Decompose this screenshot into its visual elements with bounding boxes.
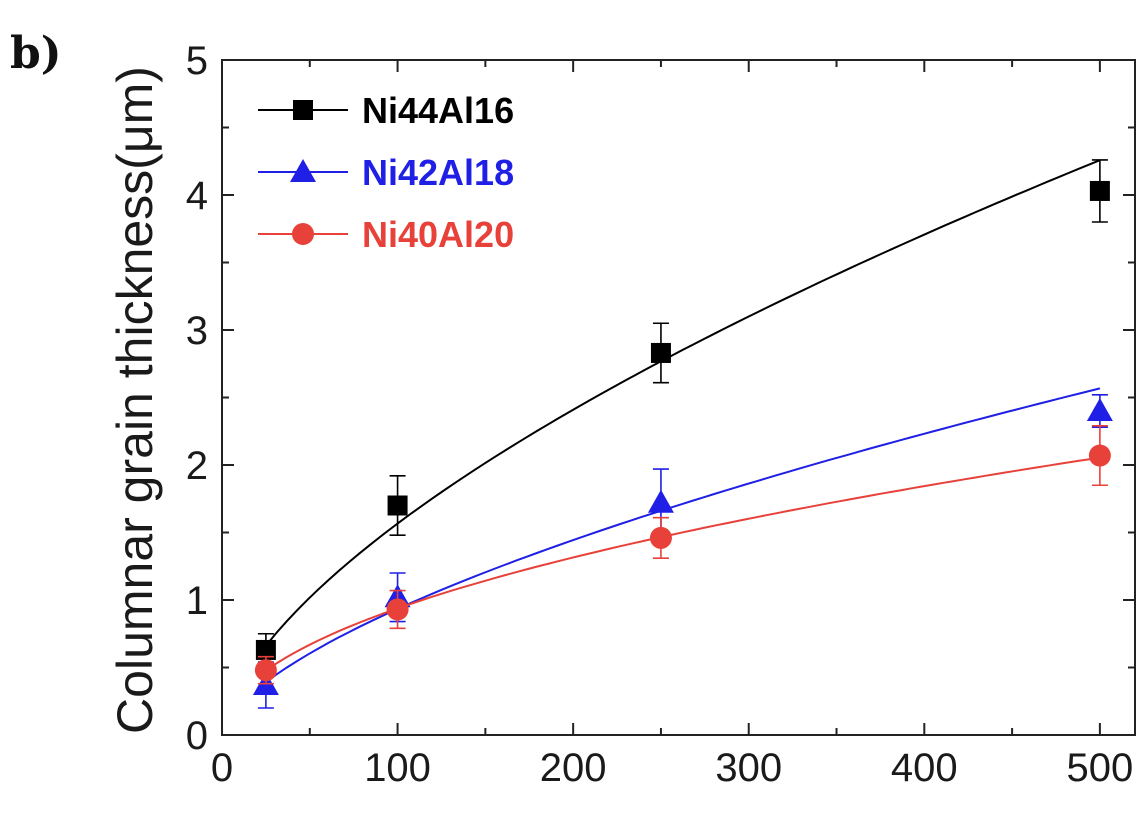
x-tick-label: 200 xyxy=(540,746,607,790)
y-tick-label: 0 xyxy=(186,714,208,758)
data-point-square xyxy=(1089,180,1110,201)
legend-item: Ni42Al18 xyxy=(258,152,514,193)
legend-item: Ni40Al20 xyxy=(258,214,514,255)
y-tick-label: 4 xyxy=(186,174,208,218)
y-axis-title: Columnar grain thickness(μm) xyxy=(107,66,163,734)
data-point-circle xyxy=(386,598,409,621)
legend-item: Ni44Al16 xyxy=(258,90,514,131)
data-point-circle xyxy=(292,223,314,245)
legend-label: Ni40Al20 xyxy=(362,214,514,255)
series-layer xyxy=(252,159,1113,709)
panel-label: b) xyxy=(10,28,62,79)
data-point-circle xyxy=(649,526,672,549)
x-tick-label: 500 xyxy=(1067,746,1134,790)
data-point-square xyxy=(293,100,313,120)
data-point-square xyxy=(650,342,671,363)
x-tick-label: 0 xyxy=(211,746,233,790)
series-0 xyxy=(255,159,1110,667)
data-point-triangle xyxy=(647,489,674,513)
y-tick-label: 5 xyxy=(186,39,208,83)
data-point-triangle xyxy=(290,159,316,182)
x-tick-label: 400 xyxy=(891,746,958,790)
data-point-triangle xyxy=(1086,398,1113,421)
legend: Ni44Al16 Ni42Al18 Ni40Al20 xyxy=(258,90,514,255)
data-point-circle xyxy=(254,659,277,682)
data-point-square xyxy=(255,639,276,660)
legend-label: Ni42Al18 xyxy=(362,152,514,193)
series-2 xyxy=(254,425,1111,685)
series-line xyxy=(265,159,1101,647)
data-point-square xyxy=(387,495,408,516)
legend-label: Ni44Al16 xyxy=(362,90,514,131)
y-tick-label: 1 xyxy=(186,579,208,623)
data-point-circle xyxy=(1088,444,1111,467)
x-tick-label: 300 xyxy=(715,746,782,790)
y-tick-label: 2 xyxy=(186,444,208,488)
y-tick-label: 3 xyxy=(186,309,208,353)
x-axis-ticks: 0 100 200 300 400 500 xyxy=(211,60,1133,790)
y-axis-ticks: 0 1 2 3 4 5 xyxy=(186,39,1135,758)
x-tick-label: 100 xyxy=(364,746,431,790)
